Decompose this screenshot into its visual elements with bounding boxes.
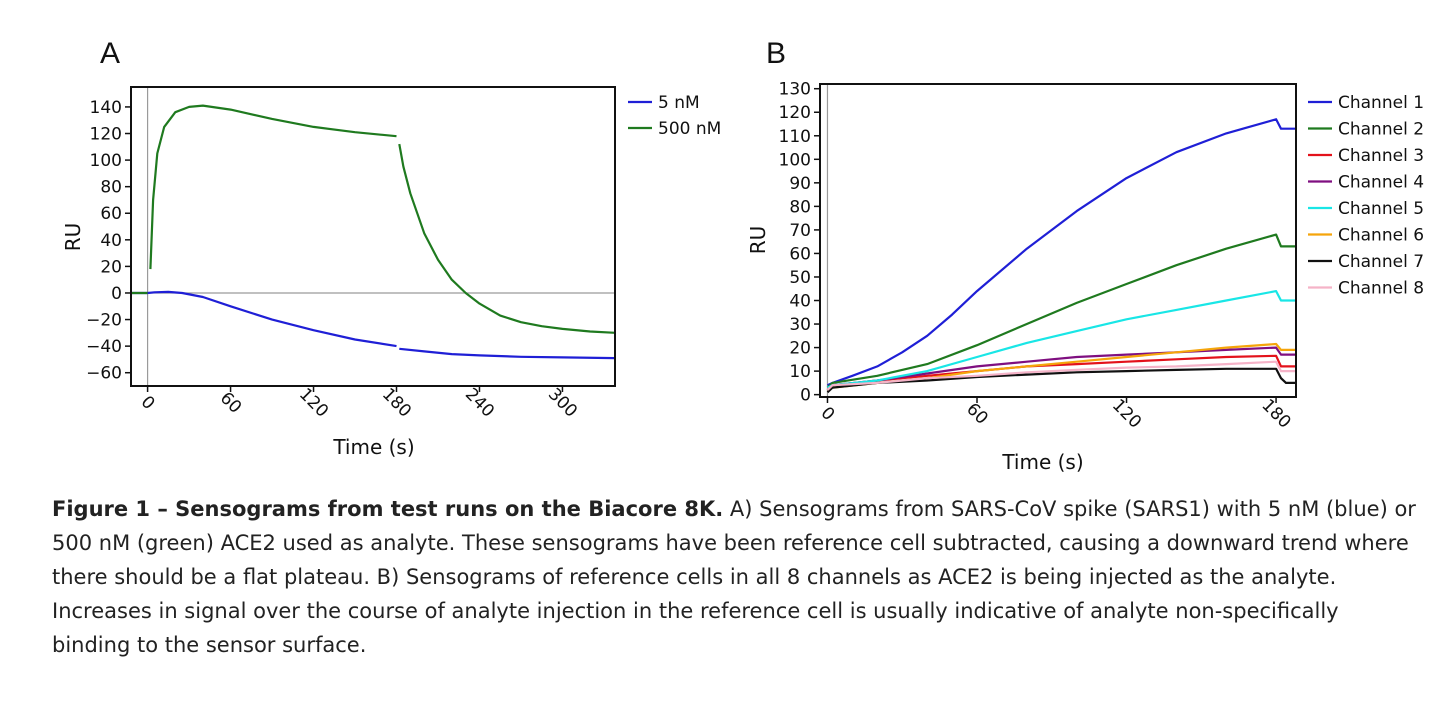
y-tick-label: 10 bbox=[789, 362, 811, 382]
x-axis-title: Time (s) bbox=[1001, 450, 1083, 474]
series-line-2-seg-2 bbox=[149, 104, 397, 270]
panel-label-a: A bbox=[100, 37, 120, 70]
y-tick-label: −60 bbox=[86, 364, 122, 384]
y-tick-label: −20 bbox=[86, 311, 122, 331]
x-tick-label: 0 bbox=[817, 403, 839, 425]
x-tick-label: 60 bbox=[216, 388, 245, 417]
y-axis-title: RU bbox=[61, 223, 85, 252]
y-tick-label: 40 bbox=[100, 231, 122, 251]
x-tick-label: 180 bbox=[1258, 395, 1295, 432]
x-tick-label: 120 bbox=[1108, 395, 1145, 432]
series-line-1-seg-1 bbox=[827, 118, 1296, 387]
y-tick-label: 60 bbox=[100, 204, 122, 224]
series-line-1-seg-1 bbox=[131, 290, 397, 348]
y-tick-label: 40 bbox=[789, 292, 811, 312]
series-line-1-seg-2 bbox=[399, 347, 616, 360]
y-tick-label: 70 bbox=[789, 221, 811, 241]
legend-label-8: Channel 8 bbox=[1338, 279, 1424, 299]
x-tick-label: 300 bbox=[544, 384, 581, 421]
y-tick-label: 20 bbox=[100, 257, 122, 277]
x-axis-title: Time (s) bbox=[332, 435, 414, 459]
y-tick-label: 80 bbox=[100, 178, 122, 198]
x-tick-label: 0 bbox=[137, 392, 159, 414]
y-tick-label: 90 bbox=[789, 174, 811, 194]
legend-label-5: Channel 5 bbox=[1338, 199, 1424, 219]
legend-label-1: 5 nM bbox=[658, 93, 700, 113]
y-tick-label: 120 bbox=[779, 103, 811, 123]
x-tick-label: 180 bbox=[378, 384, 415, 421]
plot-frame bbox=[130, 86, 616, 387]
y-tick-label: 0 bbox=[111, 284, 122, 304]
y-tick-label: 110 bbox=[779, 127, 811, 147]
y-tick-label: 0 bbox=[800, 386, 811, 406]
x-tick-label: 120 bbox=[295, 384, 332, 421]
legend-label-7: Channel 7 bbox=[1338, 252, 1424, 272]
y-tick-label: 120 bbox=[90, 125, 122, 145]
y-tick-label: 130 bbox=[779, 80, 811, 100]
y-tick-label: 50 bbox=[789, 268, 811, 288]
y-tick-label: 20 bbox=[789, 339, 811, 359]
x-tick-label: 240 bbox=[461, 384, 498, 421]
chart-b: B 0 10 20 30 40 50 60 70 80 90 100 110 120 130 0 60 120 1… bbox=[746, 37, 1424, 474]
legend-label-3: Channel 3 bbox=[1338, 146, 1424, 166]
plot-frame bbox=[819, 83, 1297, 398]
x-tick-label: 60 bbox=[962, 399, 991, 428]
series-line-2-seg-1 bbox=[826, 233, 1296, 389]
y-axis-title: RU bbox=[746, 226, 770, 255]
legend-label-2: 500 nM bbox=[658, 119, 721, 139]
panel-label-b: B bbox=[766, 37, 786, 70]
y-tick-label: 80 bbox=[789, 197, 811, 217]
legend-label-4: Channel 4 bbox=[1338, 173, 1424, 193]
caption-text: A) Sensograms from SARS-CoV spike (SARS1… bbox=[52, 497, 1416, 657]
y-tick-label: 100 bbox=[779, 150, 811, 170]
y-tick-label: 140 bbox=[90, 98, 122, 118]
figure-caption: Figure 1 – Sensograms from test runs on … bbox=[52, 492, 1422, 662]
series-line-8-seg-1 bbox=[826, 360, 1296, 391]
y-tick-label: 100 bbox=[90, 151, 122, 171]
y-tick-label: −40 bbox=[86, 337, 122, 357]
series-line-5-seg-1 bbox=[827, 290, 1296, 389]
y-tick-label: 60 bbox=[789, 244, 811, 264]
legend-label-6: Channel 6 bbox=[1338, 226, 1424, 246]
y-tick-label: 30 bbox=[789, 315, 811, 335]
series-line-2-seg-3 bbox=[398, 143, 616, 334]
caption-title: Figure 1 – Sensograms from test runs on … bbox=[52, 497, 724, 521]
chart-a: A 140 120 100 80 60 40 20 0 −20 −40 −60 0 60 120 180 24… bbox=[61, 37, 721, 459]
legend-label-2: Channel 2 bbox=[1338, 120, 1424, 140]
legend-label-1: Channel 1 bbox=[1338, 93, 1424, 113]
